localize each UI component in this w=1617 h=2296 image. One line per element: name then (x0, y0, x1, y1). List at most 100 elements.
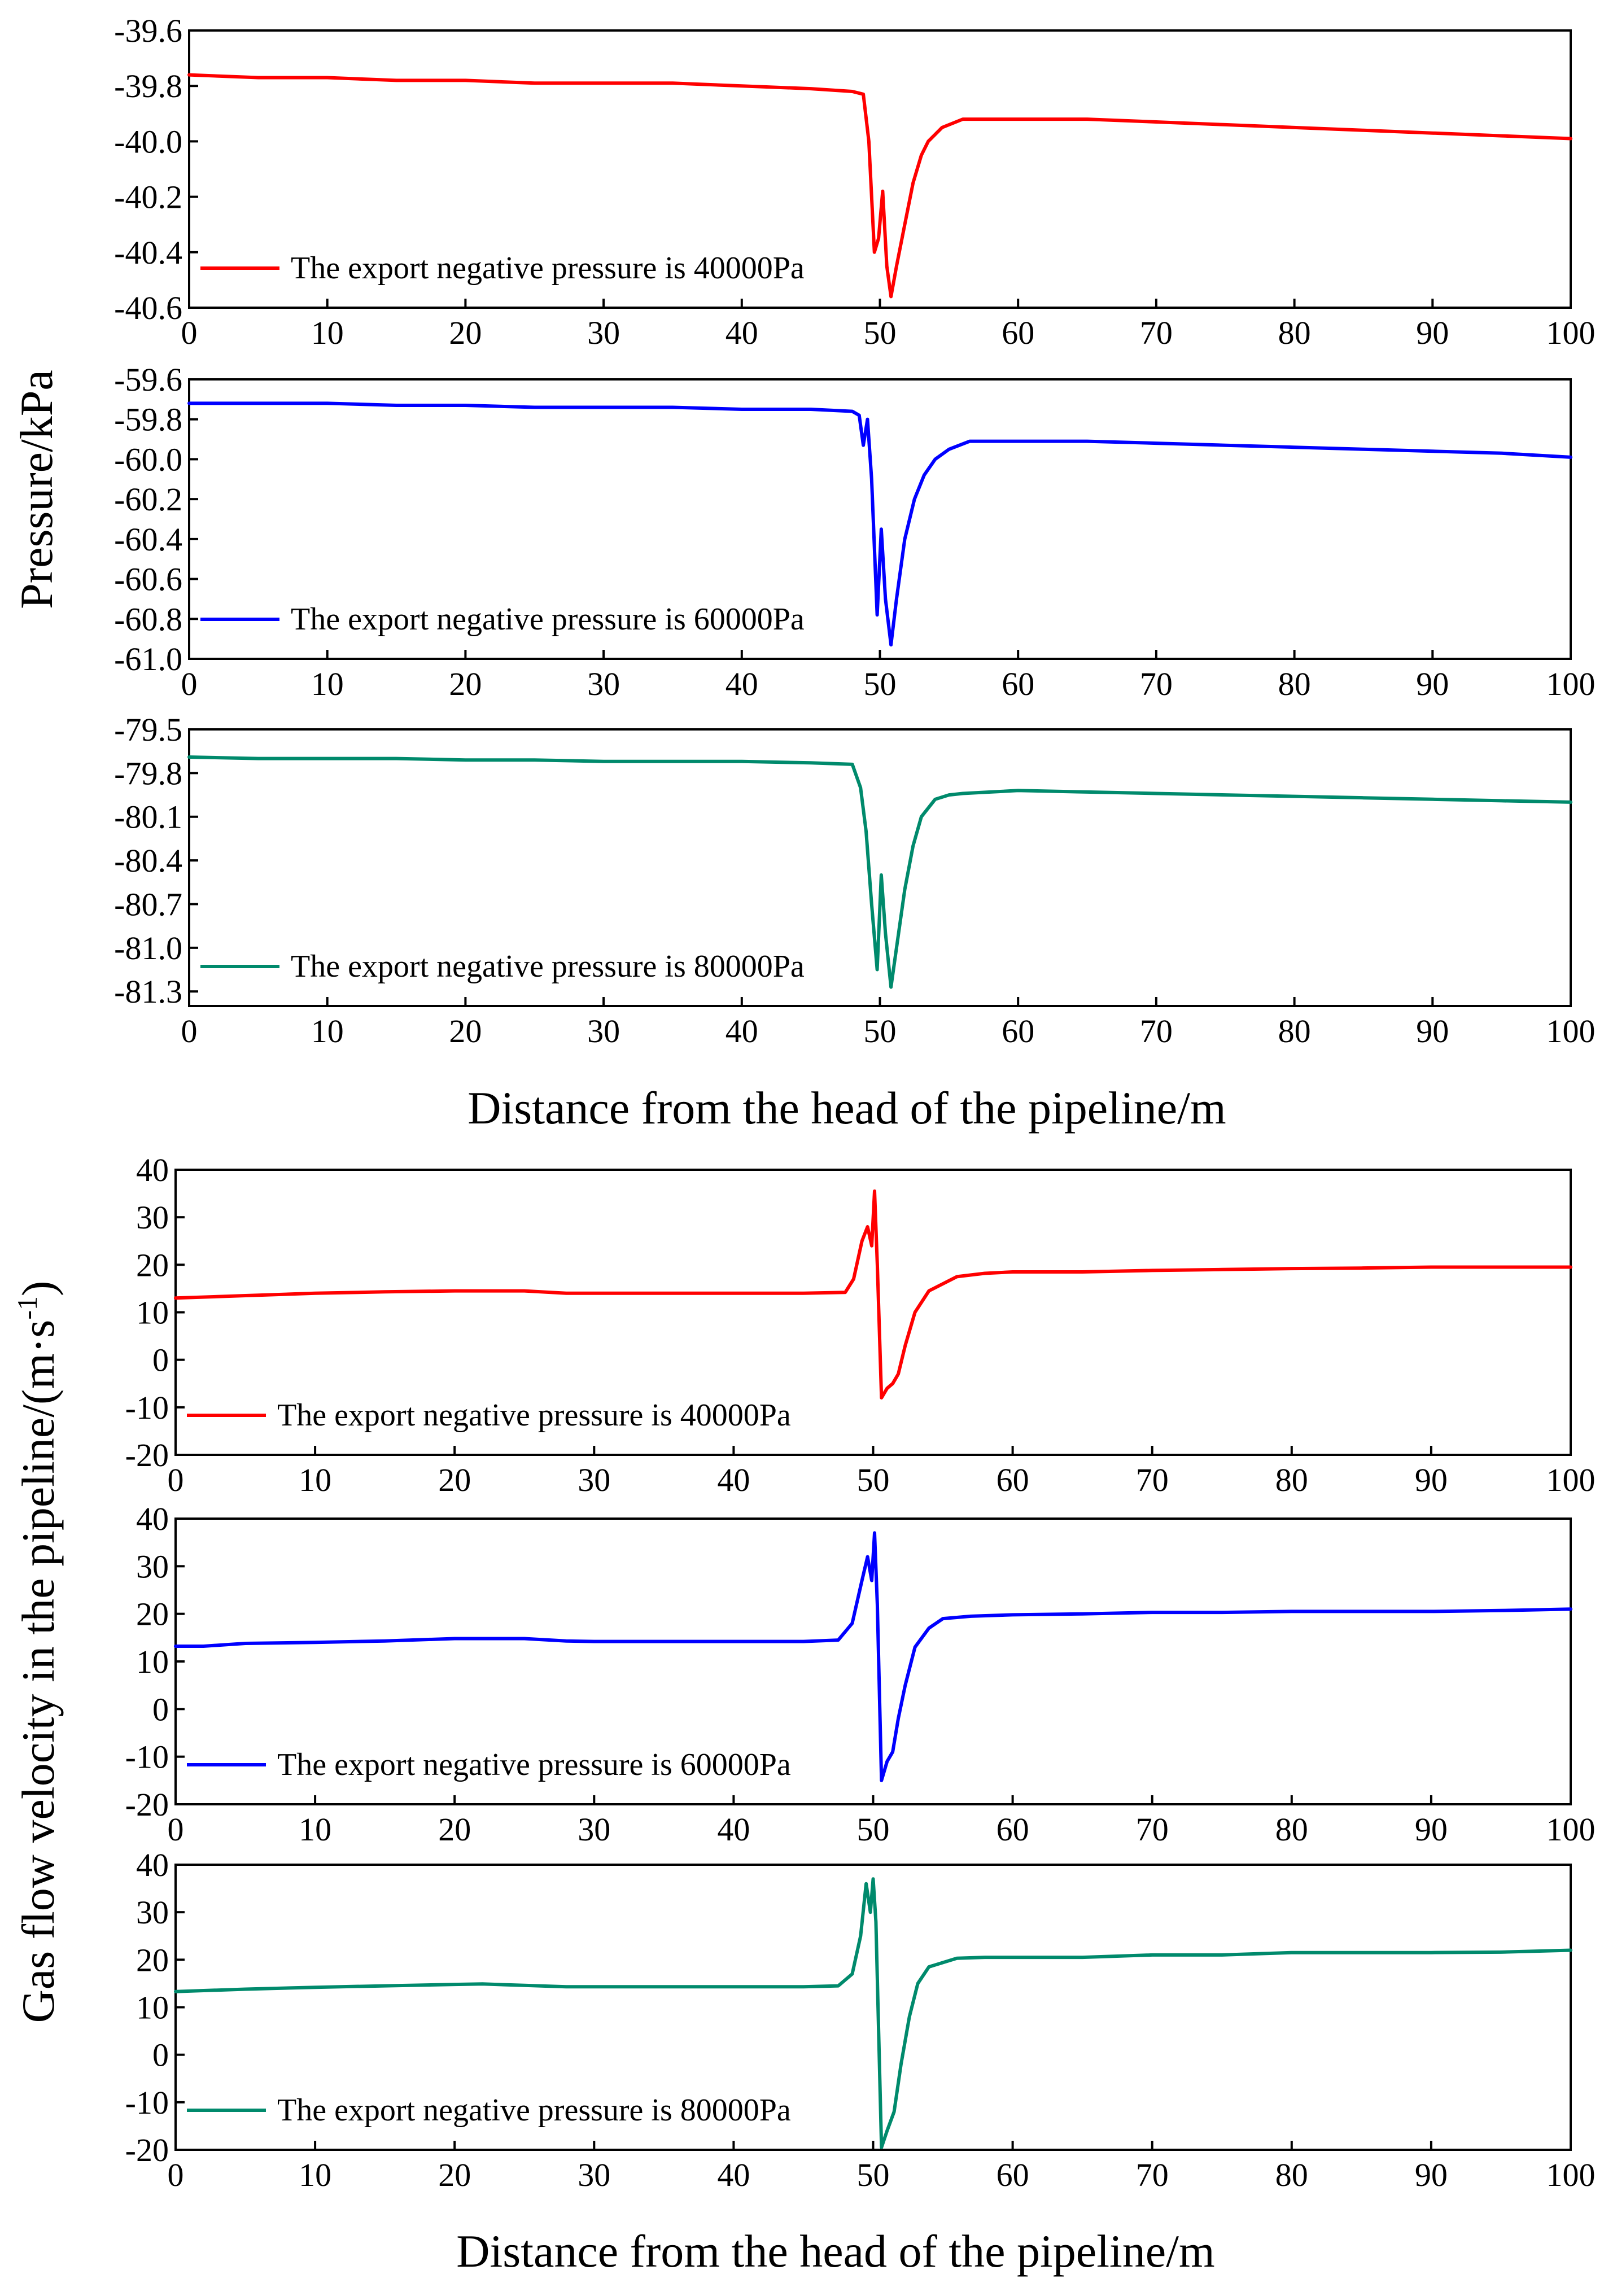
x-tick-label: 60 (1002, 1013, 1034, 1049)
velocity-80000-panel: 0 10 20 30 40 50 60 70 80 90 100403020100-10-20The… (125, 1847, 1596, 2193)
x-tick-label: 80 (1275, 2157, 1308, 2193)
pressure-80000-series-line (187, 755, 1572, 989)
x-tick-label: 0 (168, 1811, 184, 1848)
y-tick-label: 10 (136, 1294, 169, 1331)
y-tick-label: 30 (136, 1894, 169, 1931)
x-tick-label: 70 (1140, 666, 1173, 702)
y-tick-label: -79.5 (114, 711, 182, 748)
y-tick-label: -61.0 (114, 641, 182, 677)
x-tick-label: 20 (438, 1462, 471, 1498)
x-tick-label: 90 (1416, 1013, 1449, 1049)
y-tick-label: -10 (125, 1389, 169, 1426)
velocity-y-axis-title: Gas flow velocity in the pipeline/(m·s-1… (11, 1281, 64, 2023)
y-tick-label: -40.6 (114, 290, 182, 326)
x-tick-label: 80 (1278, 314, 1311, 351)
x-tick-label: 10 (299, 2157, 331, 2193)
y-tick-label: -60.0 (114, 441, 182, 478)
pressure-60000-panel: 0 10 20 30 40 50 60 70 80 90 100-59.6-59.8-60.0-60… (114, 361, 1595, 702)
x-tick-label: 80 (1275, 1462, 1308, 1498)
velocity-60000-series-line (174, 1531, 1572, 1782)
x-tick-label: 90 (1415, 1462, 1448, 1498)
x-tick-label: 20 (449, 1013, 482, 1049)
y-tick-label: -40.4 (114, 234, 182, 271)
velocity-40000-panel: 0 10 20 30 40 50 60 70 80 90 100403020100-10-20The… (125, 1152, 1596, 1498)
y-tick-label: 40 (136, 1501, 169, 1537)
y-tick-label: 40 (136, 1847, 169, 1883)
y-tick-label: -81.3 (114, 973, 182, 1010)
y-tick-label: -59.6 (114, 361, 182, 398)
y-tick-label: -20 (125, 1786, 169, 1823)
velocity-y-axis-title-end: ) (12, 1281, 64, 1296)
pressure-40000-panel: 0 10 20 30 40 50 60 70 80 90 100 -39.6 -39.8 -40.0 -40… (114, 12, 1595, 351)
y-tick-label: -60.4 (114, 521, 182, 558)
x-tick-label: 100 (1546, 666, 1596, 702)
y-tick-label: 10 (136, 1989, 169, 2026)
x-tick-label: 20 (438, 2157, 471, 2193)
x-tick-label: 0 (181, 1013, 198, 1049)
velocity-y-axis-title-sup: -1 (11, 1296, 43, 1320)
y-tick-label: -60.8 (114, 601, 182, 637)
y-tick-label: 0 (152, 1691, 169, 1728)
x-tick-label: 30 (587, 314, 620, 351)
y-tick-label: 0 (152, 2037, 169, 2074)
y-tick-label: -39.6 (114, 12, 182, 49)
x-tick-label: 70 (1136, 1811, 1169, 1848)
velocity-x-axis-title: Distance from the head of the pipeline/m (456, 2225, 1214, 2277)
x-tick-label: 40 (726, 666, 758, 702)
x-tick-label: 80 (1278, 666, 1311, 702)
x-tick-label: 100 (1546, 1013, 1596, 1049)
velocity-y-axis-title-main: Gas flow velocity in the pipeline/(m·s (12, 1320, 64, 2023)
pressure-60000-legend-label: The export negative pressure is 60000Pa (291, 602, 805, 637)
x-tick-label: 30 (578, 1462, 610, 1498)
velocity-60000-panel: 0 10 20 30 40 50 60 70 80 90 100403020100-10-20The… (125, 1501, 1596, 1848)
y-tick-label: -79.8 (114, 755, 182, 791)
pressure-40000-legend-label: The export negative pressure is 40000Pa (291, 251, 805, 286)
x-tick-label: 20 (438, 1811, 471, 1848)
x-tick-label: 40 (726, 314, 758, 351)
x-tick-label: 60 (997, 1462, 1029, 1498)
y-tick-label: -20 (125, 1437, 169, 1473)
y-tick-label: 20 (136, 1247, 169, 1283)
x-tick-label: 40 (717, 2157, 750, 2193)
x-tick-label: 10 (311, 666, 344, 702)
y-tick-label: -39.8 (114, 68, 182, 104)
x-tick-label: 100 (1546, 314, 1596, 351)
y-tick-label: 30 (136, 1199, 169, 1236)
y-tick-label: 20 (136, 1941, 169, 1978)
y-tick-label: -80.1 (114, 799, 182, 836)
x-tick-label: 70 (1136, 1462, 1169, 1498)
pressure-y-axis-title: Pressure/kPa (11, 370, 62, 609)
x-tick-label: 70 (1140, 314, 1173, 351)
x-tick-label: 0 (168, 1462, 184, 1498)
y-tick-label: -20 (125, 2132, 169, 2168)
y-tick-label: -10 (125, 2084, 169, 2121)
x-tick-label: 0 (168, 2157, 184, 2193)
x-tick-label: 10 (311, 314, 344, 351)
pressure-40000-series-line (187, 73, 1572, 299)
x-tick-label: 10 (299, 1462, 331, 1498)
x-tick-label: 20 (449, 666, 482, 702)
x-tick-label: 30 (578, 1811, 610, 1848)
y-tick-label: 40 (136, 1152, 169, 1188)
y-tick-label: 10 (136, 1643, 169, 1680)
velocity-40000-legend-label: The export negative pressure is 40000Pa (277, 1398, 791, 1433)
x-tick-label: 50 (864, 1013, 897, 1049)
x-tick-label: 100 (1546, 2157, 1596, 2193)
y-tick-label: -59.8 (114, 401, 182, 438)
x-tick-label: 50 (857, 2157, 890, 2193)
y-tick-label: 30 (136, 1548, 169, 1585)
y-tick-label: -60.2 (114, 481, 182, 518)
velocity-80000-series-line (174, 1877, 1572, 2149)
x-tick-label: 0 (181, 314, 198, 351)
x-tick-label: 50 (857, 1811, 890, 1848)
x-tick-label: 60 (1002, 314, 1034, 351)
x-tick-label: 90 (1415, 2157, 1448, 2193)
y-tick-label: -40.0 (114, 123, 182, 160)
x-tick-label: 40 (726, 1013, 758, 1049)
y-tick-label: -81.0 (114, 930, 182, 966)
x-tick-label: 60 (997, 2157, 1029, 2193)
x-tick-label: 30 (578, 2157, 610, 2193)
x-tick-label: 60 (1002, 666, 1034, 702)
x-tick-label: 90 (1415, 1811, 1448, 1848)
